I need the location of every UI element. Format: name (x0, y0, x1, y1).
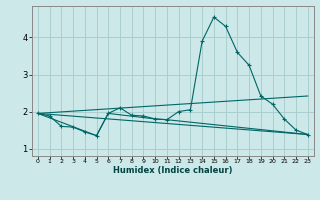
X-axis label: Humidex (Indice chaleur): Humidex (Indice chaleur) (113, 166, 233, 175)
